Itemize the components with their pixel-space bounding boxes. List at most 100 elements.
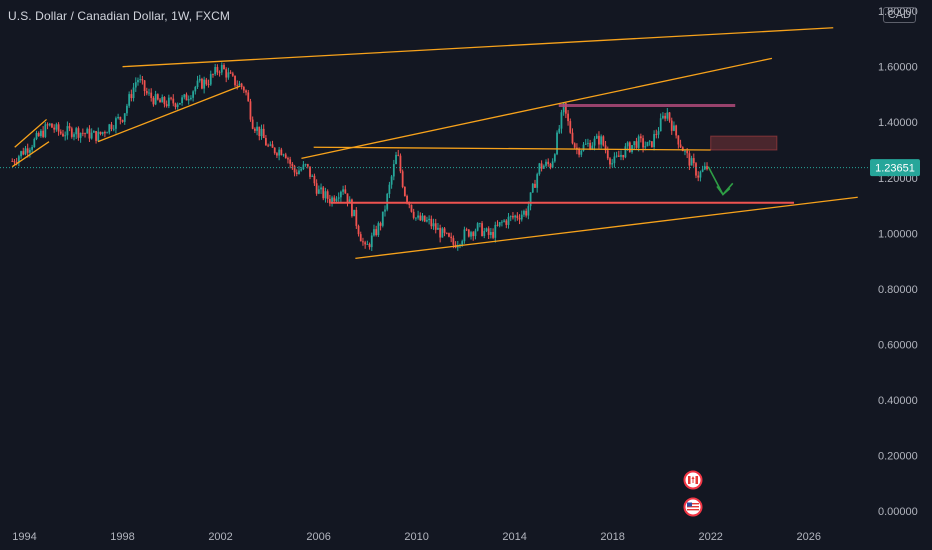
candle-body	[662, 115, 664, 119]
trendline-1994-channel-low	[11, 141, 50, 168]
candle-body	[556, 132, 558, 155]
symbol-title[interactable]: U.S. Dollar / Canadian Dollar, 1W, FXCM	[8, 9, 230, 23]
candle-body	[434, 223, 437, 230]
candle-body	[635, 141, 638, 148]
us-flag-icon[interactable]	[683, 497, 703, 517]
candle-body	[494, 224, 497, 238]
candle-body	[659, 118, 662, 132]
candle-body	[657, 131, 660, 135]
time-axis[interactable]: 1994 1998 2002 2006 2010 2014 2018 2022 2026	[12, 531, 821, 543]
candle-body	[401, 171, 404, 187]
candle-body	[399, 155, 402, 172]
candle-body	[161, 97, 164, 103]
x-tick-label: 2022	[698, 531, 722, 543]
candle-body	[212, 74, 214, 75]
candle-body	[390, 176, 393, 185]
candle-body	[414, 217, 417, 219]
candle-body	[300, 169, 303, 171]
candle-body	[445, 232, 448, 234]
candle-body	[22, 151, 25, 155]
x-tick-label: 2018	[600, 531, 624, 543]
currency-label[interactable]: CAD	[882, 7, 916, 23]
candle-body	[624, 146, 627, 158]
candle-body	[534, 183, 536, 188]
candle-body	[348, 199, 351, 203]
trendline-upper-channel	[122, 27, 834, 68]
candle-body	[53, 127, 56, 130]
candle-body	[362, 241, 364, 243]
candle-body	[412, 211, 415, 218]
economic-events[interactable]	[683, 470, 703, 517]
candle-body	[620, 154, 622, 157]
candle-body	[536, 174, 539, 188]
x-tick-label: 2010	[404, 531, 428, 543]
candle-body	[582, 144, 585, 151]
candle-body	[370, 235, 373, 248]
candle-body	[172, 98, 175, 104]
candle-body	[331, 197, 333, 204]
candle-body	[375, 229, 378, 236]
candle-body	[368, 244, 371, 248]
candle-body	[644, 146, 647, 148]
candle-body	[223, 65, 225, 70]
candle-body	[551, 161, 554, 168]
candle-body	[496, 224, 499, 226]
candle-body	[216, 67, 219, 73]
candle-body	[48, 123, 51, 126]
candle-body	[35, 133, 38, 139]
candle-body	[181, 97, 183, 104]
candle-body	[476, 223, 479, 231]
candle-body	[686, 150, 689, 154]
candle-body	[633, 141, 636, 146]
candle-body	[269, 144, 272, 146]
candle-body	[154, 94, 157, 105]
candle-body	[578, 149, 581, 155]
candle-body	[103, 132, 106, 134]
x-tick-label: 1994	[12, 531, 36, 543]
candle-body	[584, 143, 587, 145]
last-price-label: 1.23651	[875, 163, 915, 175]
candle-body	[309, 166, 311, 177]
y-tick-label: 0.20000	[878, 451, 918, 463]
candle-body	[203, 79, 206, 89]
candle-body	[489, 231, 492, 235]
candle-body	[598, 135, 600, 145]
candle-body	[589, 142, 592, 150]
candle-body	[406, 195, 408, 202]
candle-body	[463, 229, 466, 242]
candle-body	[587, 142, 589, 144]
candle-body	[68, 126, 71, 129]
candle-body	[684, 150, 686, 152]
candle-body	[703, 166, 706, 170]
price-axis[interactable]: 1.800001.600001.400001.200001.000000.800…	[878, 6, 918, 518]
candle-body	[351, 199, 353, 217]
y-tick-label: 0.40000	[878, 395, 918, 407]
candlestick-series	[11, 62, 708, 251]
trendline-mid-range	[313, 146, 711, 151]
candle-body	[62, 133, 64, 137]
x-tick-label: 2026	[796, 531, 820, 543]
candle-body	[558, 128, 561, 133]
canada-flag-icon[interactable]	[683, 470, 703, 490]
candle-body	[381, 211, 384, 226]
candle-body	[388, 184, 391, 194]
candle-body	[472, 232, 475, 237]
candle-body	[580, 150, 583, 155]
candle-body	[92, 131, 95, 133]
candle-body	[428, 218, 431, 221]
candle-body	[478, 223, 481, 225]
candle-body	[141, 79, 144, 81]
candle-body	[670, 120, 673, 131]
candle-body	[514, 215, 517, 218]
candle-body	[353, 209, 356, 217]
candle-body	[298, 170, 300, 175]
candle-body	[20, 151, 22, 157]
candle-body	[306, 164, 309, 167]
candle-body	[194, 87, 197, 92]
candle-body	[108, 124, 111, 133]
y-tick-label: 1.00000	[878, 228, 918, 240]
candle-body	[167, 97, 170, 107]
candle-body	[185, 94, 188, 101]
candle-body	[604, 145, 607, 151]
